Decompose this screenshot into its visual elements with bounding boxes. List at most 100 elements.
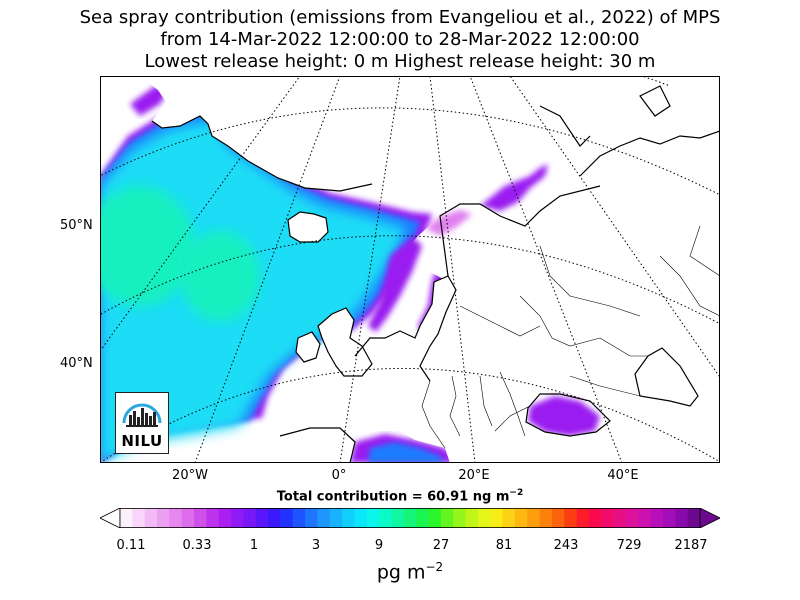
graticule-lon-0: [339, 76, 401, 463]
graticule-lat-30n: [100, 368, 720, 463]
border-9: [569, 375, 641, 397]
colorbar-swatch: [317, 508, 331, 528]
colorbar-swatch: [514, 508, 528, 528]
map-title-line-2: from 14-Mar-2022 12:00:00 to 28-Mar-2022…: [160, 29, 640, 50]
colorbar-swatch: [280, 508, 294, 528]
graticule-lon-60e: [509, 76, 720, 379]
colorbar-swatch: [601, 508, 615, 528]
border-12: [689, 225, 720, 277]
colorbar-tick-label: 2187: [674, 538, 708, 553]
colorbar-swatch: [354, 508, 368, 528]
map-title-line-3: Lowest release height: 0 m Highest relea…: [144, 51, 656, 72]
colorbar-swatch: [268, 508, 281, 528]
border-3: [499, 371, 526, 437]
nilu-logo-text: NILU: [121, 432, 163, 450]
colorbar-swatch: [477, 508, 491, 528]
colorbar-swatch: [292, 508, 306, 528]
colorbar-frame: [119, 508, 701, 528]
colorbar-unit-base: pg m: [376, 561, 426, 584]
border-6: [659, 255, 720, 317]
coast-iceland: [287, 211, 329, 243]
colorbar-swatch: [687, 508, 701, 528]
coast-ireland: [295, 331, 321, 363]
colorbar-swatch: [243, 508, 257, 528]
coast-britain: [317, 307, 373, 377]
total-contribution-exponent: −2: [509, 488, 524, 498]
colorbar-swatch: [120, 508, 133, 528]
colorbar-tick-label: 3: [311, 538, 321, 553]
colorbar-swatch: [206, 508, 220, 528]
colorbar-swatch: [132, 508, 146, 528]
colorbar-swatch: [169, 508, 183, 528]
colorbar-swatch: [403, 508, 417, 528]
border-1: [449, 375, 461, 437]
colorbar-swatch: [157, 508, 170, 528]
border-7: [599, 337, 648, 357]
border-8: [421, 380, 446, 449]
coast-blacksea: [525, 393, 611, 437]
colorbar-swatch: [453, 508, 467, 528]
border-11: [494, 405, 531, 432]
colorbar-swatch: [564, 508, 578, 528]
colorbar-swatch: [391, 508, 405, 528]
colorbar-unit: pg m−2: [0, 560, 800, 583]
colorbar-swatch: [551, 508, 565, 528]
lon-label-0: 0°: [331, 468, 347, 483]
colorbar-swatch: [527, 508, 541, 528]
map-canvas: [100, 76, 720, 463]
coast-caspian: [634, 347, 699, 407]
total-contribution-text: Total contribution = 60.91 ng m: [276, 489, 510, 505]
colorbar-swatch: [144, 508, 158, 528]
colorbar-swatch: [638, 508, 652, 528]
british-isles: [318, 308, 372, 376]
colorbar-tick-label: 243: [553, 538, 579, 553]
coast-greenland: [151, 115, 373, 192]
graticule-lon-40e: [469, 76, 623, 463]
colorbar-swatch: [231, 508, 244, 528]
nilu-logo: NILU: [115, 392, 169, 454]
colorbar-swatch: [650, 508, 664, 528]
map-plot-area: [100, 76, 720, 463]
colorbar-tick-label: 729: [616, 538, 642, 553]
colorbar-swatch: [625, 508, 639, 528]
colorbar-under-triangle: [100, 508, 121, 528]
nilu-logo-icon: [122, 403, 162, 427]
colorbar-tick-label: 1: [249, 538, 259, 553]
coast-nz: [639, 85, 671, 117]
graticule-lon-20w: [194, 76, 341, 463]
ireland: [296, 332, 320, 362]
colorbar-swatch: [662, 508, 676, 528]
total-contribution: Total contribution = 60.91 ng m−2: [0, 488, 800, 504]
country-borders: [421, 225, 720, 449]
border-5: [539, 245, 641, 317]
scandinavia: [355, 166, 720, 463]
colorbar-over-triangle: [699, 508, 720, 528]
colorbar-swatch: [342, 508, 355, 528]
colorbar-swatch: [539, 508, 553, 528]
lon-label-40e: 40°E: [607, 468, 639, 483]
coast-baltic: [419, 275, 457, 382]
colorbar-tick-label: 0.11: [116, 538, 146, 553]
colorbar-swatch: [428, 508, 442, 528]
svalbard-area: [430, 76, 720, 176]
graticule-lon-40w: [100, 76, 301, 352]
colorbar-swatch: [255, 508, 269, 528]
colorbar-tick-label: 81: [495, 538, 513, 553]
colorbar: [100, 508, 720, 528]
border-4: [519, 295, 601, 347]
sea-spray-core-2: [180, 231, 260, 321]
colorbar-swatch: [329, 508, 343, 528]
colorbar-swatch: [366, 508, 380, 528]
greenland-coast-fringe: [130, 86, 170, 116]
border-10: [459, 305, 541, 337]
colorbar-swatch: [305, 508, 318, 528]
colorbar-swatch: [576, 508, 590, 528]
lat-label-40n: 40°N: [60, 356, 93, 371]
coast-iberia: [279, 427, 356, 463]
mediterranean-core: [368, 442, 445, 463]
colorbar-swatch: [502, 508, 516, 528]
graticule-lon-20e: [429, 76, 476, 463]
black-sea-fringe: [528, 396, 600, 436]
graticule: [100, 76, 720, 463]
iceland: [288, 212, 328, 242]
